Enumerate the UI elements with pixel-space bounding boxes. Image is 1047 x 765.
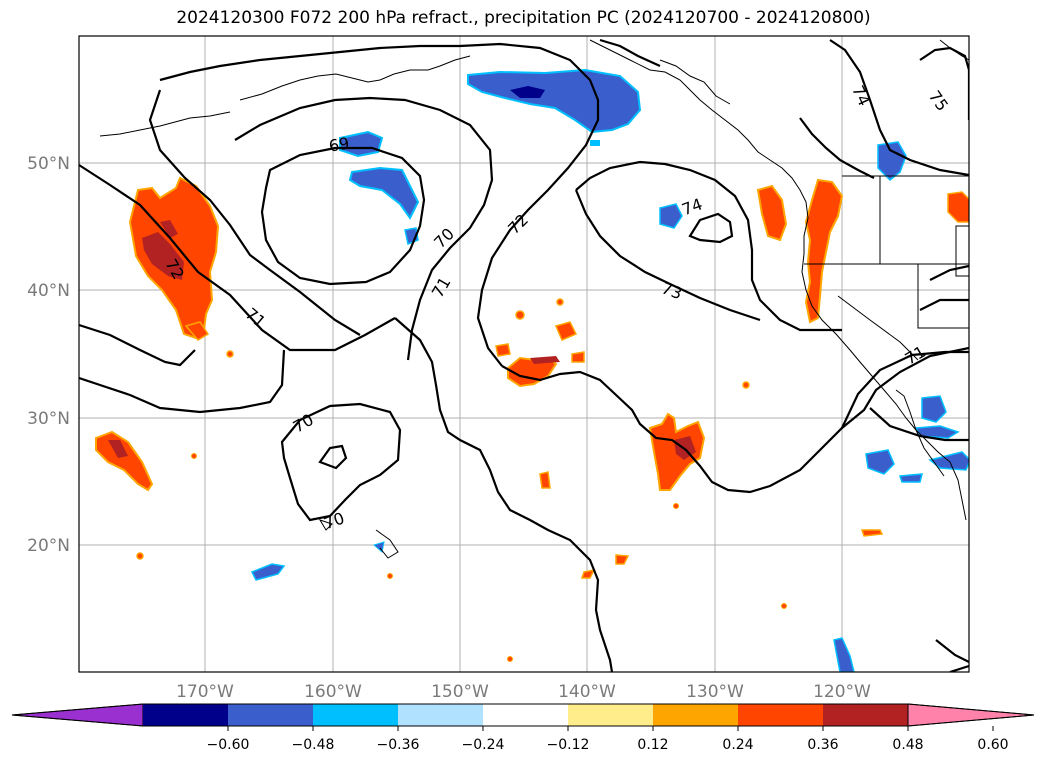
colorbar-tick-label: −0.48	[292, 737, 335, 753]
lon-label: 170°W	[176, 682, 234, 702]
colorbar-tick-label: 0.24	[722, 737, 753, 753]
colorbar-tick-label: −0.60	[207, 737, 250, 753]
lon-label: 130°W	[686, 682, 744, 702]
coastlines	[99, 39, 969, 559]
lon-label: 140°W	[558, 682, 616, 702]
colorbar-segment	[228, 704, 313, 726]
colorbar-tick-label: −0.24	[462, 737, 505, 753]
map-frame	[78, 35, 970, 673]
map-title: 2024120300 F072 200 hPa refract., precip…	[176, 8, 871, 28]
contour-label: 69	[327, 133, 350, 155]
colorbar-tick-label: 0.12	[637, 737, 668, 753]
colorbar-segment	[738, 704, 823, 726]
colorbar-tick-label: 0.36	[807, 737, 838, 753]
colorbar-tick-label: 0.48	[892, 737, 923, 753]
lat-label: 20°N	[27, 536, 70, 556]
colorbar-outline	[11, 703, 1035, 727]
colorbar-extend-high	[907, 703, 1035, 727]
colorbar-segment	[568, 704, 653, 726]
lat-label: 50°N	[27, 154, 70, 174]
gridlines	[79, 36, 969, 672]
colorbar-segment	[143, 704, 228, 726]
precip-positive-areas	[95, 176, 969, 662]
latitude-labels: 50°N 40°N 30°N 20°N	[27, 154, 70, 556]
refractivity-contours	[79, 38, 969, 672]
lon-label: 160°W	[304, 682, 362, 702]
colorbar-tick-label: 0.60	[977, 737, 1008, 753]
lon-label: 150°W	[431, 682, 489, 702]
colorbar-segment	[823, 704, 908, 726]
longitude-labels: 170°W 160°W 150°W 140°W 130°W 120°W	[176, 682, 871, 702]
colorbar-tick-label: −0.36	[377, 737, 420, 753]
colorbar: −0.60 −0.48 −0.36 −0.24 −0.12 0.12 0.24 0.36 0.4…	[11, 703, 1035, 753]
lon-label: 120°W	[813, 682, 871, 702]
colorbar-segment	[653, 704, 738, 726]
lat-label: 30°N	[27, 409, 70, 429]
colorbar-segment	[313, 704, 398, 726]
colorbar-extend-low	[11, 703, 144, 727]
colorbar-tick-label: −0.12	[547, 737, 590, 753]
map-area	[79, 36, 969, 672]
colorbar-segment	[483, 704, 568, 726]
lat-label: 40°N	[27, 281, 70, 301]
colorbar-segment	[398, 704, 483, 726]
